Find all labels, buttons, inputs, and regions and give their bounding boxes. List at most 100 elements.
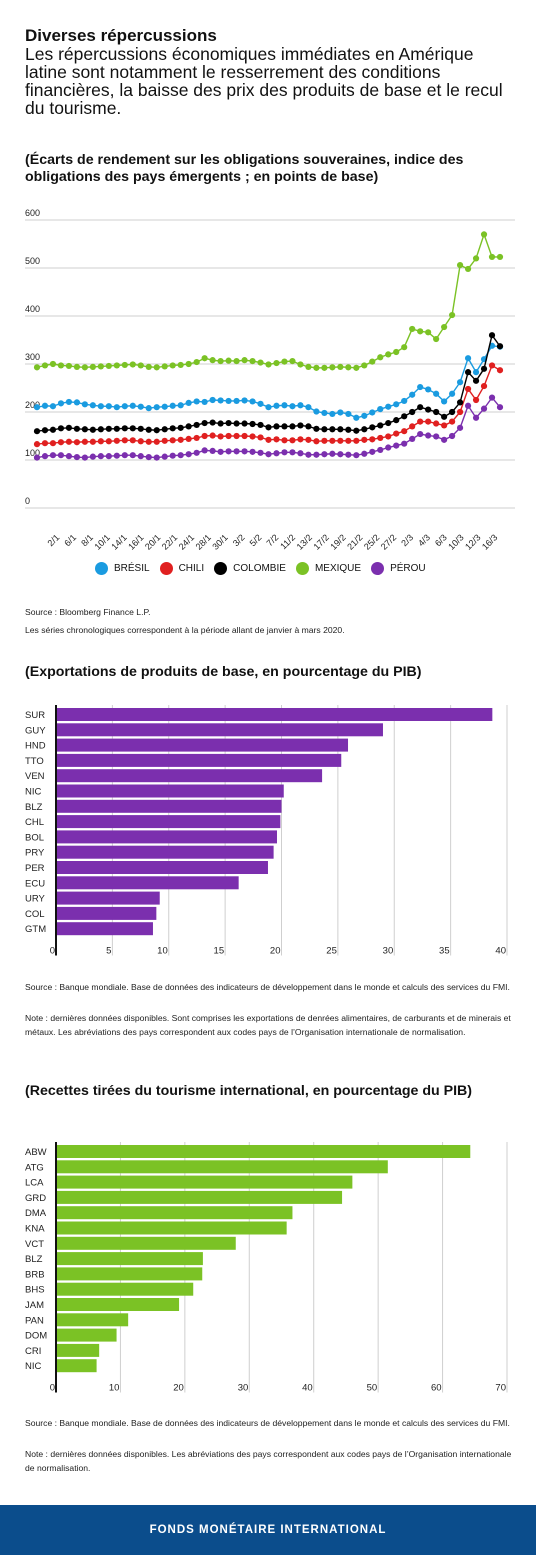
bar-atg <box>56 1160 388 1174</box>
data-point <box>241 420 248 427</box>
data-point <box>41 440 49 447</box>
data-point <box>456 424 464 431</box>
data-point <box>49 452 57 459</box>
category-label: COL <box>25 909 45 920</box>
chart1-source: Source : Bloomberg Finance L.P. <box>25 607 151 617</box>
chart1-legend: BRÉSIL CHILI COLOMBIE MEXIQUE PÉROU <box>95 562 515 575</box>
data-point <box>225 397 232 405</box>
data-point <box>217 358 224 365</box>
data-point <box>297 361 304 368</box>
series-segment <box>459 388 469 413</box>
data-point <box>385 444 392 451</box>
data-point <box>209 447 216 454</box>
series-segment <box>403 328 413 348</box>
data-point <box>369 448 376 455</box>
x-tick-label: 10/1 <box>92 532 111 550</box>
x-tick-label: 20 <box>173 1383 184 1394</box>
bar-bol <box>56 830 277 844</box>
category-label: BLZ <box>25 802 43 813</box>
data-point <box>353 427 360 434</box>
bar-pan <box>56 1313 129 1327</box>
data-point <box>81 454 88 461</box>
data-point <box>97 363 104 370</box>
data-point <box>377 422 384 429</box>
data-point <box>113 452 120 459</box>
x-tick-label: 7/2 <box>264 532 280 548</box>
data-point <box>377 446 384 454</box>
data-point <box>345 426 352 433</box>
data-point <box>81 364 88 371</box>
data-point <box>225 357 232 364</box>
data-point <box>129 437 136 444</box>
data-point <box>441 398 448 405</box>
bar-grd <box>56 1190 343 1204</box>
data-point <box>41 427 49 434</box>
data-point <box>393 442 400 449</box>
data-point <box>177 436 184 443</box>
data-point <box>321 426 328 433</box>
category-label: VCT <box>25 1239 44 1250</box>
data-point <box>345 437 352 444</box>
x-tick-label: 16/3 <box>480 532 499 550</box>
data-point <box>209 357 216 364</box>
data-point <box>169 425 176 432</box>
data-point <box>169 437 176 444</box>
data-point <box>401 397 408 405</box>
data-point <box>456 262 464 269</box>
data-point <box>480 405 488 412</box>
data-point <box>488 253 496 261</box>
data-point <box>105 425 112 432</box>
data-point <box>33 441 41 448</box>
data-point <box>369 409 376 416</box>
bar-sur <box>56 708 493 721</box>
category-label: NIC <box>25 787 42 798</box>
legend-item: CHILI <box>159 562 204 575</box>
x-tick-label: 30 <box>383 946 394 957</box>
data-point <box>409 391 416 398</box>
data-point <box>33 404 41 411</box>
x-tick-label: 17/2 <box>311 532 330 550</box>
data-point <box>305 451 312 458</box>
category-label: VEN <box>25 771 45 782</box>
data-point <box>177 361 184 369</box>
data-point <box>313 438 320 445</box>
chart1-subtitle: (Écarts de rendement sur les obligations… <box>25 152 464 185</box>
data-point <box>409 325 416 333</box>
bar-ven <box>56 769 323 783</box>
data-point <box>97 438 104 445</box>
bar-nic <box>56 1359 97 1373</box>
chart2-source: Source : Banque mondiale. Base de donnée… <box>25 982 510 992</box>
data-point <box>337 426 344 433</box>
series-chili <box>33 362 504 448</box>
data-point <box>393 417 400 424</box>
bar-jam <box>56 1298 180 1311</box>
bar-dom <box>56 1328 117 1342</box>
data-point <box>456 399 464 406</box>
data-point <box>81 438 88 445</box>
y-tick-label: 200 <box>25 400 40 410</box>
data-point <box>449 418 456 425</box>
series-segment <box>451 265 461 316</box>
x-tick-label: 24/1 <box>177 532 196 550</box>
data-point <box>265 361 272 368</box>
data-point <box>313 364 320 371</box>
data-point <box>369 424 376 431</box>
data-point <box>353 452 360 459</box>
data-point <box>193 421 200 429</box>
data-point <box>273 450 280 457</box>
data-point <box>249 448 256 455</box>
data-point <box>217 420 224 427</box>
data-point <box>464 402 472 409</box>
data-point <box>49 440 57 447</box>
data-point <box>337 451 344 458</box>
data-point <box>337 437 344 444</box>
x-tick-label: 25 <box>326 946 337 957</box>
bar-guy <box>56 723 383 737</box>
data-point <box>281 449 288 456</box>
footer-label: FONDS MONÉTAIRE INTERNATIONAL <box>149 1524 387 1536</box>
data-point <box>73 363 81 370</box>
data-point <box>145 438 152 445</box>
data-point <box>488 394 496 401</box>
data-point <box>353 414 360 421</box>
data-point <box>377 434 384 442</box>
